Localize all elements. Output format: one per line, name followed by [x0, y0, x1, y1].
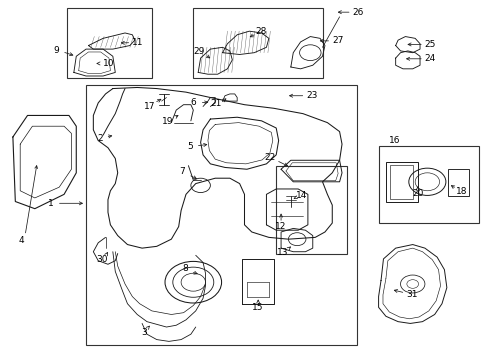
Text: 18: 18 [455, 186, 467, 195]
Text: 7: 7 [179, 167, 185, 176]
Text: 3: 3 [142, 328, 147, 337]
Text: 20: 20 [411, 189, 423, 198]
Text: 19: 19 [162, 117, 173, 126]
Text: 23: 23 [305, 91, 317, 100]
Text: 22: 22 [264, 153, 275, 162]
Bar [193, 8, 322, 78]
Text: 13: 13 [276, 248, 288, 257]
Text: 25: 25 [423, 40, 435, 49]
Text: 17: 17 [143, 102, 155, 111]
Text: 5: 5 [186, 142, 192, 151]
Bar [385, 162, 417, 202]
Text: 29: 29 [193, 47, 204, 56]
Text: 21: 21 [210, 99, 222, 108]
Text: 15: 15 [252, 303, 264, 312]
Text: 27: 27 [332, 36, 343, 45]
Text: 11: 11 [132, 38, 143, 47]
Text: 4: 4 [19, 237, 24, 246]
Text: 28: 28 [254, 27, 266, 36]
Text: 24: 24 [423, 54, 434, 63]
Text: 31: 31 [405, 290, 417, 299]
Text: 16: 16 [388, 136, 400, 145]
Text: 26: 26 [352, 8, 363, 17]
Text: 6: 6 [190, 98, 196, 107]
Text: 1: 1 [48, 199, 54, 208]
Bar [86, 85, 356, 345]
Bar [276, 166, 346, 253]
Bar [389, 165, 412, 199]
Bar [447, 169, 468, 196]
Text: 9: 9 [53, 46, 59, 55]
Text: 30: 30 [96, 255, 108, 264]
Text: 8: 8 [182, 264, 187, 273]
Text: 2: 2 [98, 134, 103, 143]
Bar [66, 8, 152, 78]
Text: 10: 10 [103, 59, 115, 68]
Text: 14: 14 [296, 190, 307, 199]
Bar [378, 146, 478, 223]
Text: 12: 12 [275, 222, 286, 231]
